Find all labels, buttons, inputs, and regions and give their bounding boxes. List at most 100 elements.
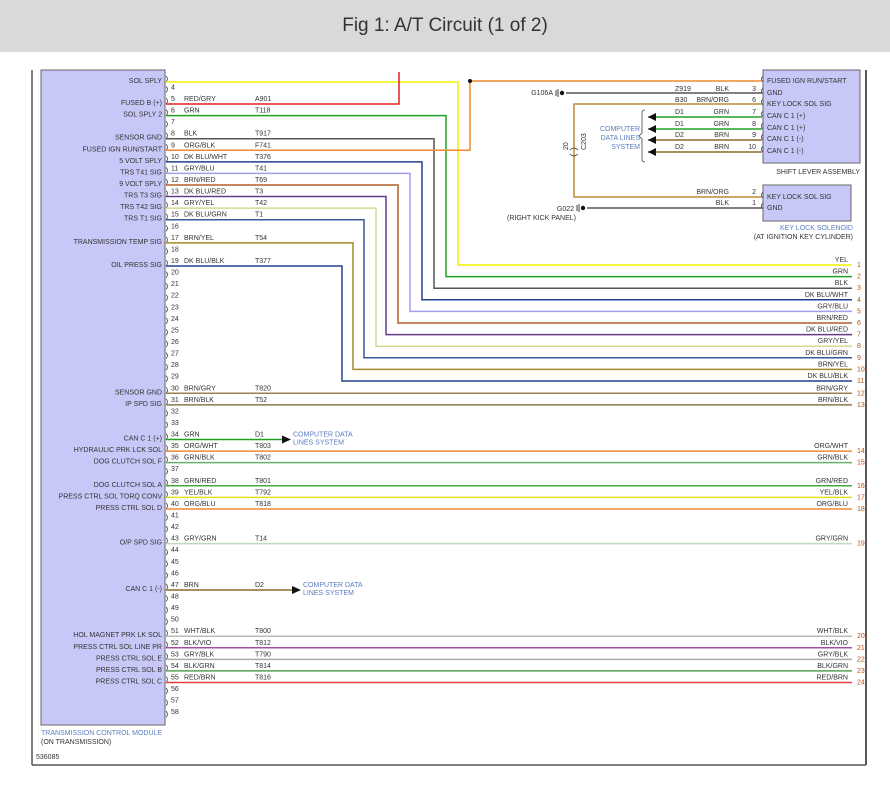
inline-connector-id: C203: [581, 133, 588, 150]
tcm-pin-number: 52: [171, 640, 179, 647]
wire-color-label: BRN: [184, 582, 199, 589]
computer-data-lines-label: COMPUTER DATA: [303, 582, 363, 589]
circuit-id-label: D1: [675, 121, 684, 128]
connector-wire-label: BRN/YEL: [818, 361, 848, 368]
ground-icon: [555, 89, 559, 97]
wire-color-label: BLK: [184, 131, 198, 138]
tcm-pin-number: 49: [171, 605, 179, 612]
pin-bracket-icon: [165, 109, 168, 116]
circuit-id-label: T377: [255, 258, 271, 265]
computer-data-lines-label: LINES SYSTEM: [293, 440, 344, 447]
circuit-id-label: T54: [255, 235, 267, 242]
tcm-pin-number: 21: [171, 281, 179, 288]
wire-tcm-pin-10: [166, 161, 852, 301]
connector-row-number: 20: [857, 633, 865, 640]
wire-color-label: BRN/YEL: [184, 235, 214, 242]
pin-bracket-icon: [165, 352, 168, 359]
pin-bracket-icon: [165, 375, 168, 382]
tcm-pin-number: 15: [171, 212, 179, 219]
key-lock-solenoid-location: (AT IGNITION KEY CYLINDER): [754, 234, 853, 241]
connector-wire-label: BLK: [835, 280, 849, 287]
tcm-pin-label: PRESS CTRL SOL E: [96, 655, 162, 662]
pin-bracket-icon: [165, 687, 168, 695]
tcm-pin-label: OIL PRESS SIG: [111, 262, 162, 269]
pin-bracket-icon: [165, 329, 168, 336]
pin-bracket-icon: [165, 699, 168, 706]
circuit-id-label: T42: [255, 200, 267, 207]
shift-lever-name: SHIFT LEVER ASSEMBLY: [776, 169, 860, 176]
pin-bracket-icon: [165, 132, 168, 139]
pin-bracket-icon: [165, 560, 168, 568]
pin-bracket-icon: [165, 618, 168, 625]
inline-connector-pin: 20: [563, 142, 570, 150]
connector-row-number: 1: [857, 262, 861, 269]
tcm-pin-number: 12: [171, 177, 179, 184]
wire-tcm-pin-14: [166, 207, 852, 347]
wire-color-label: ORG/BLK: [184, 142, 215, 149]
pin-bracket-icon: [165, 236, 168, 244]
pin-bracket-icon: [165, 479, 168, 487]
circuit-id-label: B30: [675, 97, 688, 104]
tcm-pin-label: HYDRAULIC PRK LCK SOL: [74, 447, 162, 454]
tcm-pin-label: 5 VOLT SPLY: [119, 158, 162, 165]
wire-color-label: DK BLU/GRN: [184, 212, 227, 219]
circuit-id-label: T816: [255, 675, 271, 682]
circuit-id-label: Z919: [675, 86, 691, 93]
circuit-id-label: T802: [255, 455, 271, 462]
pin-bracket-icon: [165, 259, 168, 267]
splice-dot-icon: [468, 79, 472, 83]
computer-data-lines-label: SYSTEM: [611, 144, 640, 151]
wire-color-label: RED/BRN: [184, 675, 216, 682]
tcm-pin-number: 46: [171, 570, 179, 577]
pin-bracket-icon: [761, 145, 764, 153]
connector-wire-label: YEL/BLK: [820, 489, 849, 496]
pin-bracket-icon: [165, 363, 168, 371]
wire-tcm-pin-12: [166, 184, 852, 324]
circuit-id-label: D1: [255, 432, 264, 439]
circuit-id-label: T801: [255, 478, 271, 485]
pin-bracket-icon: [165, 178, 168, 186]
pin-bracket-icon: [761, 122, 764, 130]
connector-row-number: 12: [857, 390, 865, 397]
pin-bracket-icon: [165, 410, 168, 417]
solenoid-pin-label: GND: [767, 205, 783, 212]
wire-color-label: BLK: [716, 200, 730, 207]
tcm-pin-number: 36: [171, 455, 179, 462]
circuit-id-label: F741: [255, 142, 271, 149]
shift-lever-box: [762, 69, 861, 164]
pin-bracket-icon: [761, 75, 764, 83]
connector-row-number: 11: [857, 378, 864, 385]
tcm-pin-number: 57: [171, 698, 179, 705]
tcm-pin-number: 44: [171, 547, 179, 554]
pin-bracket-icon: [165, 444, 168, 452]
circuit-id-label: T800: [255, 628, 271, 635]
pin-bracket-icon: [165, 386, 168, 394]
connector-wire-label: GRN/RED: [816, 478, 848, 485]
circuit-id-label: A901: [255, 96, 271, 103]
tcm-location: (ON TRANSMISSION): [41, 739, 111, 746]
connector-wire-label: DK BLU/RED: [806, 327, 848, 334]
tcm-pin-number: 11: [171, 165, 178, 172]
wire-color-label: GRN/BLK: [184, 455, 215, 462]
wire-tcm-pin-17: [166, 242, 852, 371]
wire-color-label: RED/GRY: [184, 96, 216, 103]
figure-id: 536085: [36, 754, 59, 761]
wire-tcm-pin-9: [166, 81, 471, 152]
tcm-pin-number: 58: [171, 709, 179, 716]
computer-data-lines-label: COMPUTER: [600, 126, 640, 133]
wire-color-label: WHT/BLK: [184, 628, 215, 635]
pin-bracket-icon: [165, 629, 168, 637]
connector-row-number: 14: [857, 448, 865, 455]
pin-bracket-icon: [165, 676, 168, 683]
computer-data-lines-label: COMPUTER DATA: [293, 432, 353, 439]
connector-row-number: 23: [857, 668, 865, 675]
pin-bracket-icon: [165, 606, 168, 614]
shift-lever-pin-number: 10: [748, 144, 756, 151]
wire-color-label: GRY/GRN: [184, 536, 217, 543]
pin-bracket-icon: [165, 641, 168, 649]
solenoid-pin-number: 1: [752, 200, 756, 207]
circuit-id-label: T1: [255, 212, 263, 219]
tcm-pin-number: 20: [171, 270, 179, 277]
connector-row-number: 18: [857, 506, 865, 513]
pin-bracket-icon: [165, 514, 168, 521]
